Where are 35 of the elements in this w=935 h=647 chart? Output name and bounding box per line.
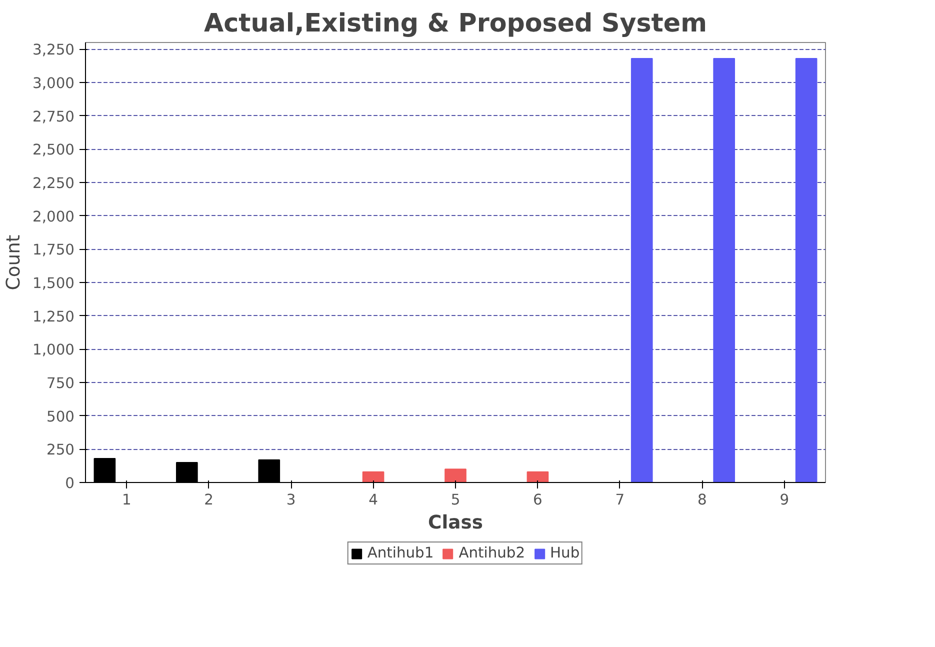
y-tick-label: 1,250 — [32, 308, 75, 326]
legend-label: Hub — [550, 544, 580, 562]
bar — [526, 471, 549, 482]
legend-label: Antihub1 — [367, 544, 434, 562]
x-tick-label: 1 — [122, 492, 132, 508]
y-tick-label: 2,250 — [32, 175, 75, 192]
y-tick-label: 1,750 — [32, 242, 75, 259]
y-tick-label: 2,500 — [32, 142, 75, 159]
x-tick-label: 5 — [450, 492, 460, 508]
x-tick-label: 3 — [286, 492, 296, 508]
y-tick-label: 3,250 — [32, 42, 75, 59]
x-tick-label: 7 — [615, 492, 625, 508]
y-tick-label: 500 — [46, 408, 75, 426]
y-tick-label: 250 — [46, 442, 75, 459]
x-tick-label: 9 — [780, 492, 790, 508]
y-tick-label: 2,750 — [32, 108, 75, 126]
bar — [795, 58, 818, 482]
y-tick-label: 0 — [65, 475, 75, 492]
y-tick-label: 3,000 — [32, 75, 75, 92]
y-axis-title: Count — [4, 234, 25, 290]
x-tick-label: 8 — [698, 492, 707, 508]
y-tick-label: 1,000 — [32, 342, 75, 359]
y-tick-label: 750 — [46, 375, 75, 392]
x-tick-label: 2 — [204, 492, 214, 508]
x-tick-label: 6 — [533, 492, 542, 508]
x-axis-title: Class — [428, 512, 483, 534]
bar — [444, 468, 466, 482]
bar — [630, 58, 653, 482]
bar — [713, 58, 736, 482]
bar — [362, 471, 384, 482]
x-tick-label: 4 — [368, 492, 378, 508]
y-tick-label: 2,000 — [32, 208, 75, 226]
chart-title: Actual,Existing & Proposed System — [204, 8, 707, 38]
legend-label: Antihub2 — [458, 544, 526, 562]
y-tick-label: 1,500 — [32, 275, 75, 292]
